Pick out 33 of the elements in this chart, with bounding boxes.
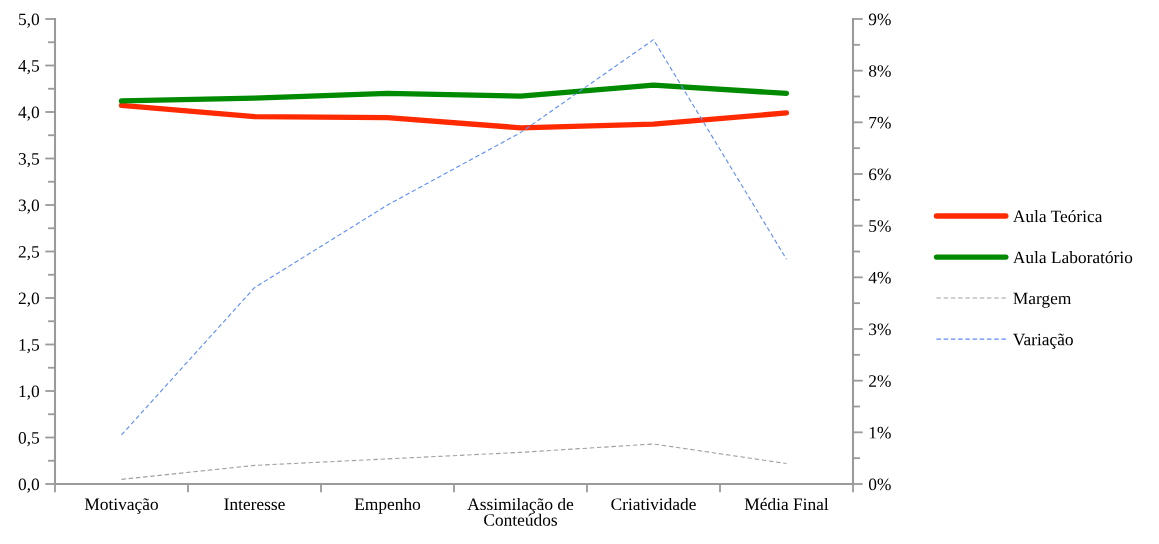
y-tick-label: 1,0: [19, 385, 40, 400]
y2-tick-label: 9%: [868, 13, 891, 26]
y2-tick-label: 8%: [868, 65, 891, 77]
y-tick-label: 0,5: [18, 431, 40, 447]
line-series: [120, 443, 788, 480]
y-tick-label: 4,0: [18, 106, 40, 121]
y2-tick-label: 4%: [868, 271, 891, 284]
y-tick-label: 1,5: [19, 339, 40, 354]
x-tick-label: Assimilação de Conteúdos: [467, 497, 574, 526]
legend-label: Aula Laboratório: [1013, 251, 1133, 264]
y-tick-label: 2,0: [18, 292, 40, 307]
legend-label: Margem: [1013, 292, 1072, 308]
y-tick-label: 4,5: [18, 60, 40, 75]
y-tick-label: 3,0: [18, 199, 40, 214]
x-tick-label: Motivação: [84, 498, 158, 514]
x-tick-label: Empenho: [354, 497, 421, 514]
y2-tick-label: 1%: [869, 426, 891, 439]
y2-tick-label: 5%: [869, 220, 891, 232]
y2-tick-label: 6%: [869, 168, 891, 181]
x-tick-label: Criatividade: [611, 497, 696, 511]
legend-label: Variação: [1013, 333, 1073, 349]
y-tick-label: 3,5: [18, 153, 40, 168]
legend-label: Aula Teórica: [1013, 210, 1103, 223]
x-tick-label: Interesse: [224, 498, 285, 511]
y2-tick-label: 2%: [869, 375, 891, 387]
x-tick-label: Média Final: [744, 497, 829, 511]
y-tick-label: 0,0: [18, 478, 40, 493]
y2-tick-label: 3%: [869, 323, 891, 336]
y2-tick-label: 0%: [868, 478, 891, 491]
line-series: [120, 39, 788, 436]
y-tick-label: 5,0: [19, 13, 40, 28]
y-tick-label: 2,5: [18, 246, 40, 261]
y2-tick-label: 7%: [869, 116, 891, 129]
